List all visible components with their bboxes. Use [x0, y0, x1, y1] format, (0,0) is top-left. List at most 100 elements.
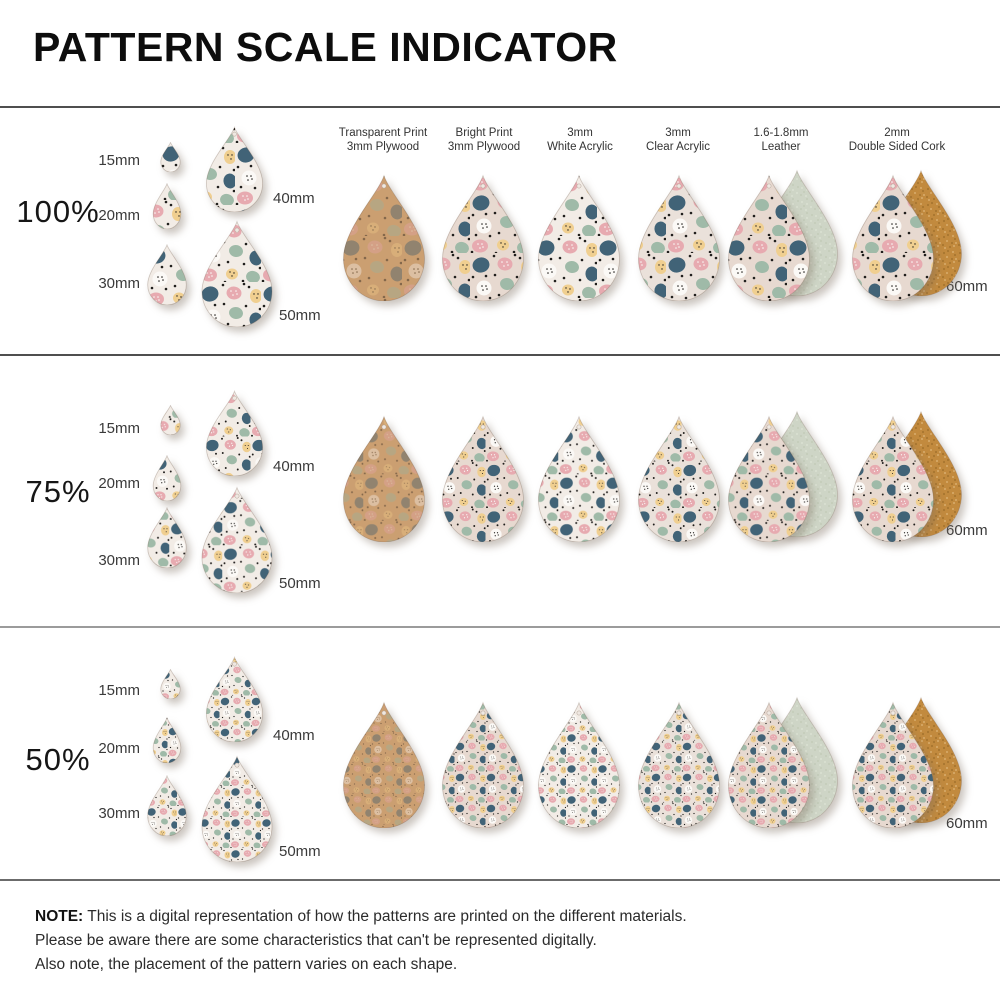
material-header-line2: 3mm Plywood [346, 141, 420, 153]
divider [0, 626, 1000, 628]
teardrop-leather-pair [725, 410, 838, 542]
teardrop-shape [852, 415, 934, 542]
scale-row: 100% 15mm 20mm 30mm 40mm 50mm 60mm [0, 108, 1000, 356]
material-header-line1: 1.6-1.8mm [753, 127, 809, 139]
size-label-30mm: 30mm [98, 275, 140, 292]
teardrop-shape [147, 243, 187, 306]
note-line-2: Please be aware there are some character… [35, 932, 597, 949]
teardrop-leather-pair [725, 169, 838, 301]
teardrop-shape [538, 415, 620, 542]
teardrop-shape [205, 655, 264, 743]
teardrop-shape [147, 774, 187, 837]
divider [0, 879, 1000, 881]
size-label-50mm: 50mm [279, 307, 321, 324]
sample-teardrop-50mm [199, 486, 275, 598]
teardrop-clear-acrylic [635, 415, 723, 542]
material-header-line1: Transparent Print [338, 127, 428, 139]
size-label-40mm: 40mm [273, 727, 315, 744]
material-header-line2: Leather [761, 141, 801, 153]
teardrop-shape [152, 454, 182, 502]
teardrop-shape [728, 415, 810, 542]
size-label-30mm: 30mm [98, 552, 140, 569]
teardrop-shape [160, 404, 181, 436]
material-header-leather: 1.6-1.8mm Leather [719, 126, 843, 154]
size-label-60mm: 60mm [946, 815, 988, 832]
size-label-15mm: 15mm [98, 152, 140, 169]
sample-teardrop-30mm [146, 774, 188, 841]
teardrop-shape [160, 141, 181, 173]
teardrop-transparent-print-plywood [340, 415, 428, 542]
sample-teardrop-40mm [204, 125, 265, 217]
teardrop-shape [343, 415, 425, 542]
material-header-transparent-print-plywood: Transparent Print 3mm Plywood [321, 126, 445, 154]
scale-row: 75% 15mm 20mm 30mm 40mm 50mm 60mm [0, 356, 1000, 628]
note-text: NOTE: This is a digital representation o… [35, 905, 687, 977]
note-label: NOTE: [35, 908, 84, 925]
teardrop-shape [538, 701, 620, 828]
scale-percentage-label: 75% [25, 474, 91, 509]
page-title: PATTERN SCALE INDICATOR [33, 24, 618, 70]
sample-teardrop-15mm [160, 668, 181, 704]
note-line-1: NOTE: This is a digital representation o… [35, 905, 687, 929]
teardrop-white-acrylic [535, 174, 623, 301]
scale-percentage-label: 100% [16, 194, 100, 229]
teardrop-shape [160, 668, 181, 700]
sample-teardrop-20mm [152, 716, 182, 768]
teardrop-shape [638, 701, 720, 828]
teardrop-cork-pair [849, 169, 962, 301]
teardrop-shape [343, 174, 425, 301]
teardrop-bright-print-plywood [439, 701, 527, 828]
scale-percentage-label: 50% [25, 742, 91, 777]
size-label-20mm: 20mm [98, 475, 140, 492]
teardrop-shape [147, 506, 187, 569]
teardrop-cork-pair [849, 696, 962, 828]
note-line-1-text: This is a digital representation of how … [87, 908, 687, 925]
note-line-3: Also note, the placement of the pattern … [35, 956, 458, 973]
sample-teardrop-40mm [204, 655, 265, 747]
teardrop-shape [442, 174, 524, 301]
size-label-40mm: 40mm [273, 458, 315, 475]
size-label-20mm: 20mm [98, 740, 140, 757]
material-header-line1: 3mm [567, 127, 593, 139]
teardrop-white-acrylic [535, 415, 623, 542]
teardrop-shape [852, 174, 934, 301]
teardrop-shape [638, 174, 720, 301]
material-header-bright-print-plywood: Bright Print 3mm Plywood [422, 126, 546, 154]
teardrop-clear-acrylic [635, 701, 723, 828]
teardrop-shape [852, 701, 934, 828]
sample-teardrop-20mm [152, 182, 182, 234]
size-label-15mm: 15mm [98, 682, 140, 699]
material-header-line2: Clear Acrylic [646, 141, 710, 153]
sample-teardrop-50mm [199, 755, 275, 867]
teardrop-shape [201, 486, 273, 594]
teardrop-shape [728, 174, 810, 301]
sample-teardrop-20mm [152, 454, 182, 506]
teardrop-cork-pair [849, 410, 962, 542]
sample-teardrop-40mm [204, 389, 265, 481]
size-label-40mm: 40mm [273, 190, 315, 207]
sample-teardrop-30mm [146, 506, 188, 573]
size-label-50mm: 50mm [279, 843, 321, 860]
teardrop-transparent-print-plywood [340, 174, 428, 301]
size-label-50mm: 50mm [279, 575, 321, 592]
material-header-white-acrylic: 3mm White Acrylic [518, 126, 642, 154]
teardrop-transparent-print-plywood [340, 701, 428, 828]
teardrop-shape [205, 125, 264, 213]
material-header-line2: White Acrylic [547, 141, 613, 153]
sample-teardrop-30mm [146, 243, 188, 310]
material-header-line2: 3mm Plywood [447, 141, 521, 153]
teardrop-shape [442, 415, 524, 542]
divider [0, 354, 1000, 356]
material-header-line1: Bright Print [455, 127, 513, 139]
teardrop-bright-print-plywood [439, 415, 527, 542]
teardrop-shape [201, 755, 273, 863]
teardrop-shape [728, 701, 810, 828]
teardrop-shape [638, 415, 720, 542]
size-label-60mm: 60mm [946, 278, 988, 295]
material-header-double-sided-cork: 2mm Double Sided Cork [832, 126, 962, 154]
scale-row: 50% 15mm 20mm 30mm 40mm 50mm 60mm [0, 628, 1000, 881]
size-label-15mm: 15mm [98, 420, 140, 437]
material-header-line1: 3mm [665, 127, 691, 139]
material-header-clear-acrylic: 3mm Clear Acrylic [616, 126, 740, 154]
teardrop-shape [538, 174, 620, 301]
